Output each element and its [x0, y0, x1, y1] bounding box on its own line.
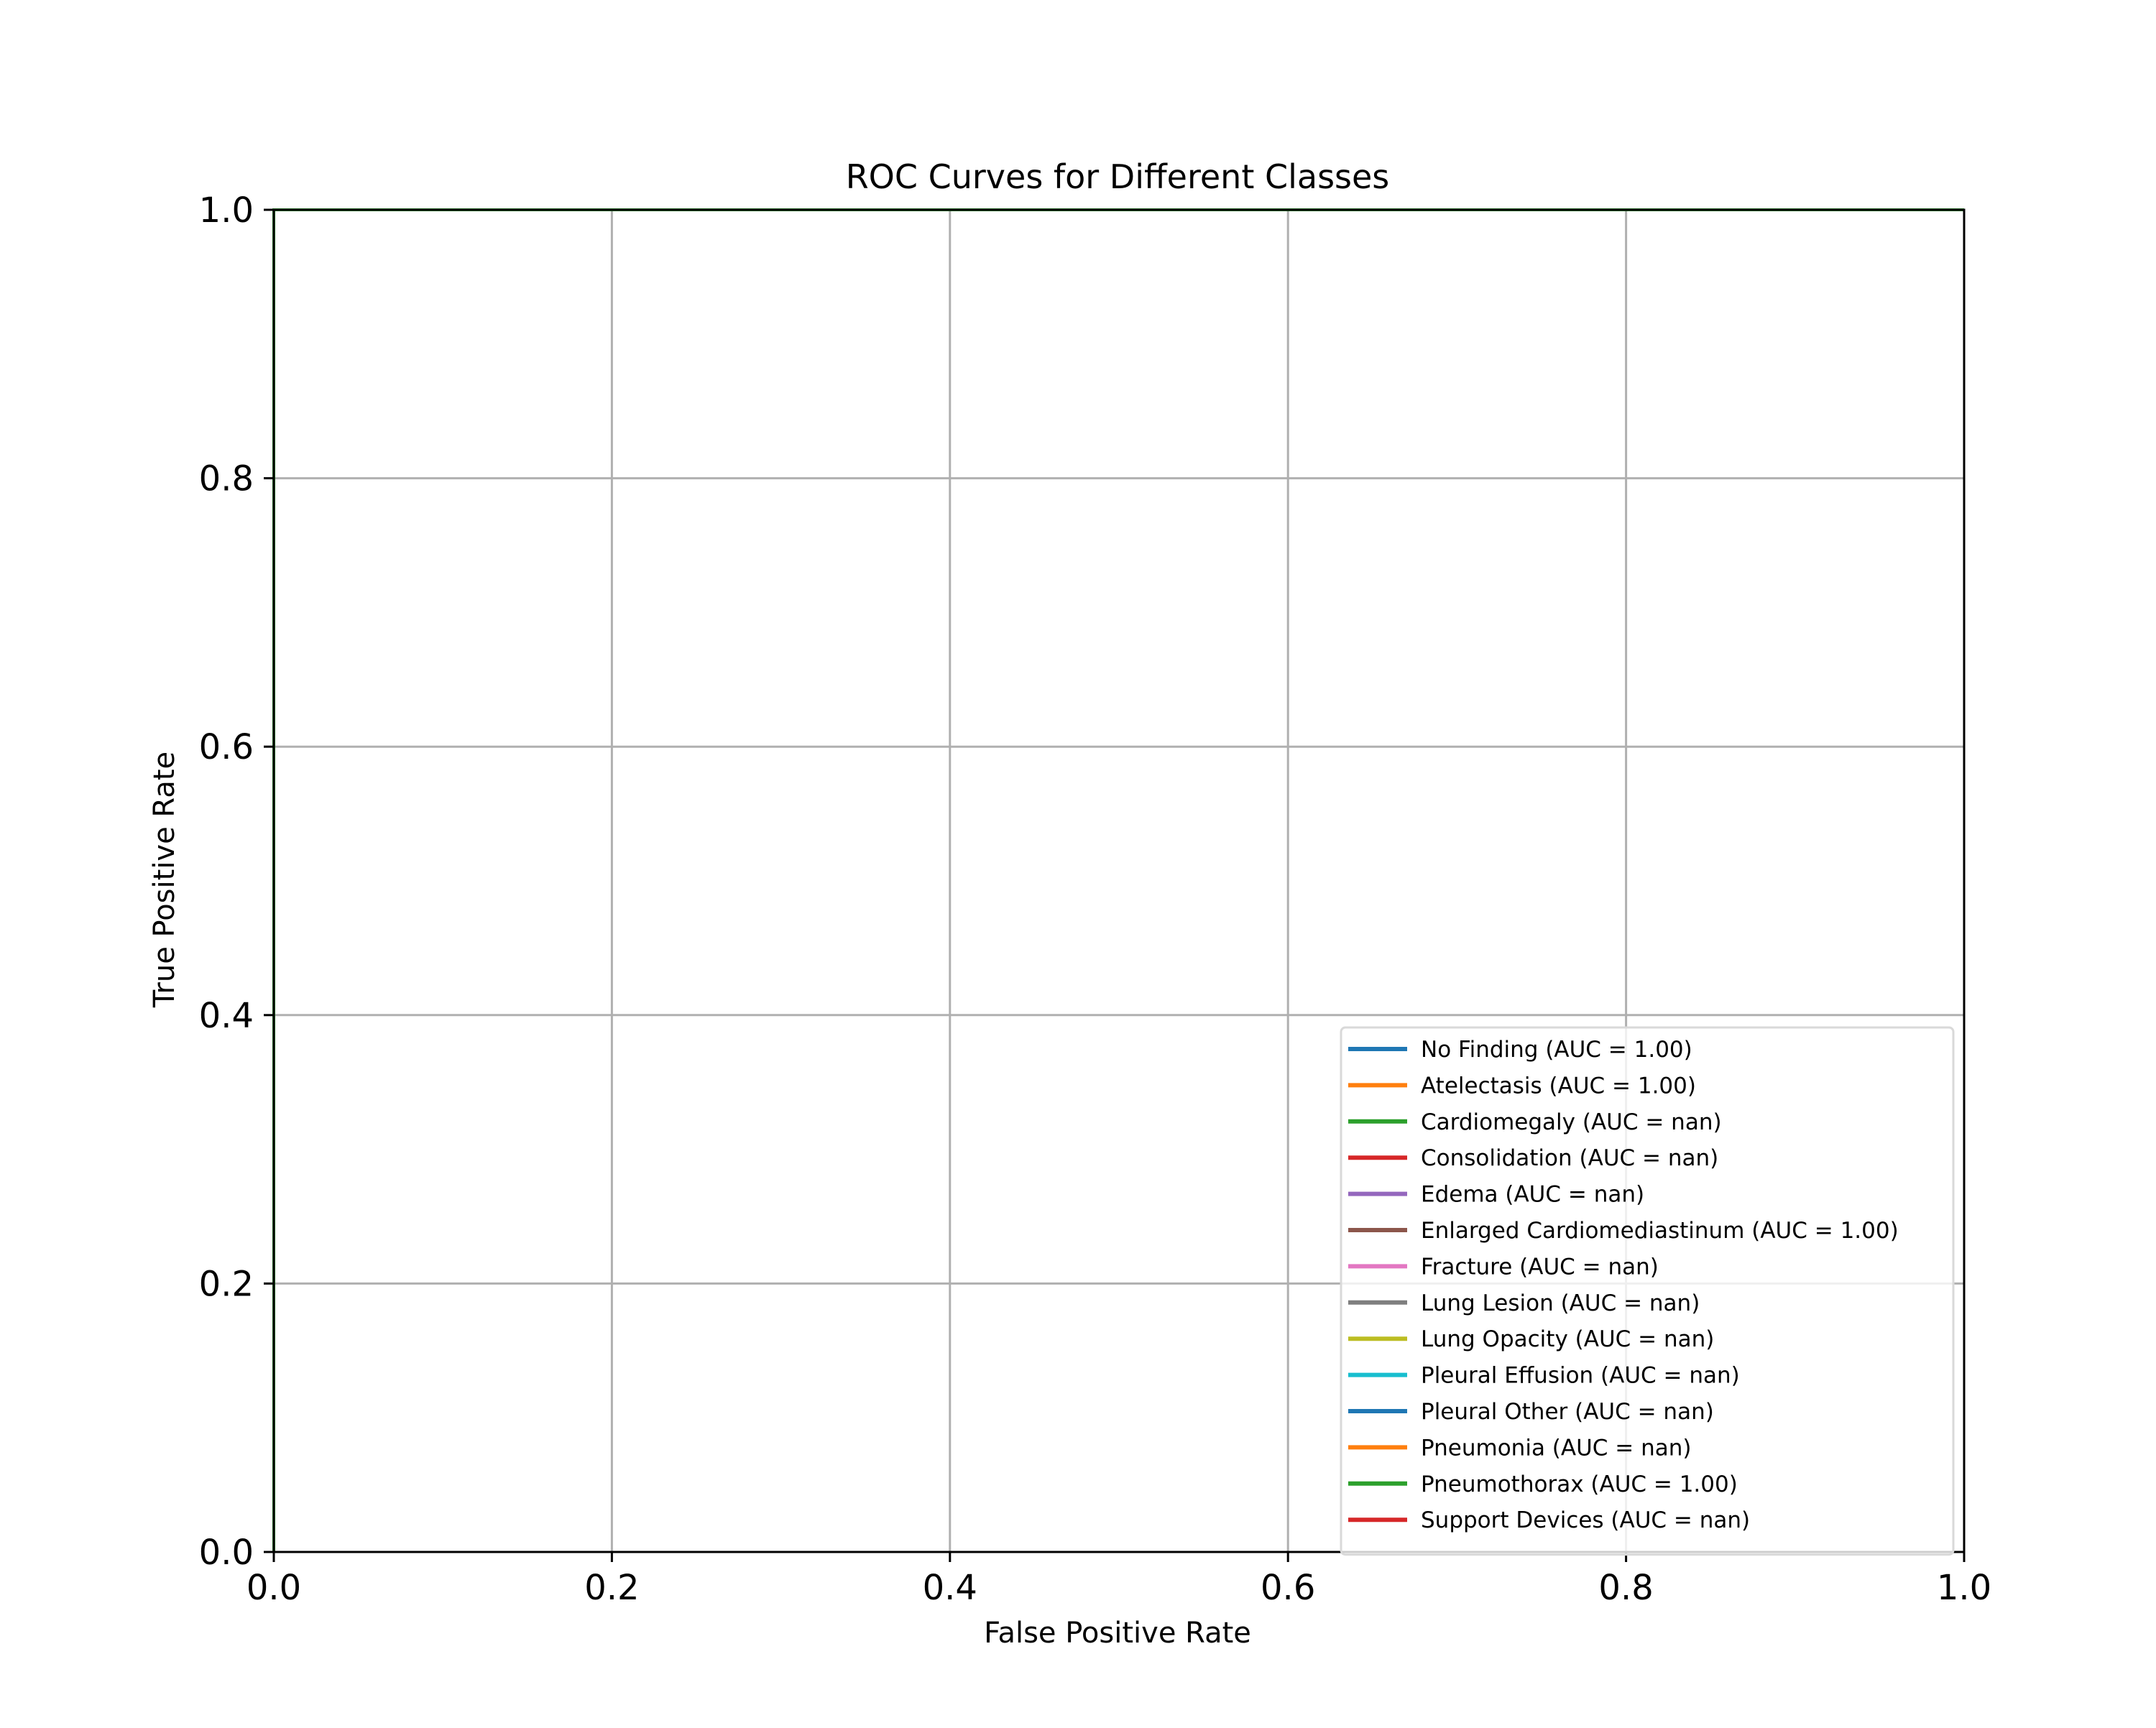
y-tick-label: 0.6 [199, 727, 254, 767]
legend-label: Lung Lesion (AUC = nan) [1421, 1290, 1700, 1316]
plot-frame [272, 208, 1966, 1553]
legend-label: Cardiomegaly (AUC = nan) [1421, 1109, 1722, 1135]
ticks: 0.0 0.2 0.4 0.6 0.8 1.0 0.0 0.2 0.4 0.6 0.8 1.0 [199, 190, 1992, 1608]
x-tick-label: 0.8 [1598, 1568, 1653, 1608]
y-tick-label: 1.0 [199, 190, 254, 231]
x-tick-label: 0.2 [584, 1568, 639, 1608]
legend-label: No Finding (AUC = 1.00) [1421, 1037, 1692, 1063]
x-tick-label: 0.4 [923, 1568, 977, 1608]
legend-label: Fracture (AUC = nan) [1421, 1254, 1659, 1280]
legend-label: Edema (AUC = nan) [1421, 1182, 1644, 1208]
y-tick-label: 0.8 [199, 459, 254, 499]
legend-label: Support Devices (AUC = nan) [1421, 1507, 1750, 1533]
x-axis-label: False Positive Rate [984, 1617, 1251, 1650]
y-tick-label: 0.0 [199, 1533, 254, 1573]
legend-label: Enlarged Cardiomediastinum (AUC = 1.00) [1421, 1218, 1899, 1244]
legend: No Finding (AUC = 1.00) Atelectasis (AUC … [1340, 1026, 1955, 1556]
legend-label: Lung Opacity (AUC = nan) [1421, 1326, 1714, 1352]
legend-label: Consolidation (AUC = nan) [1421, 1145, 1718, 1171]
legend-box [1340, 1026, 1955, 1556]
axes [272, 208, 1966, 1553]
x-tick-label: 0.6 [1261, 1568, 1315, 1608]
y-tick-label: 0.4 [199, 996, 254, 1036]
x-tick-label: 1.0 [1937, 1568, 1991, 1608]
chart-title: ROC Curves for Different Classes [846, 157, 1390, 196]
y-axis-label: True Positive Rate [148, 752, 181, 1008]
legend-label: Pleural Effusion (AUC = nan) [1421, 1363, 1740, 1389]
legend-label: Pleural Other (AUC = nan) [1421, 1399, 1714, 1425]
legend-label: Atelectasis (AUC = 1.00) [1421, 1073, 1696, 1099]
x-tick-label: 0.0 [247, 1568, 301, 1608]
legend-label: Pneumothorax (AUC = 1.00) [1421, 1471, 1738, 1497]
legend-label: Pneumonia (AUC = nan) [1421, 1435, 1692, 1461]
y-tick-label: 0.2 [199, 1264, 254, 1304]
